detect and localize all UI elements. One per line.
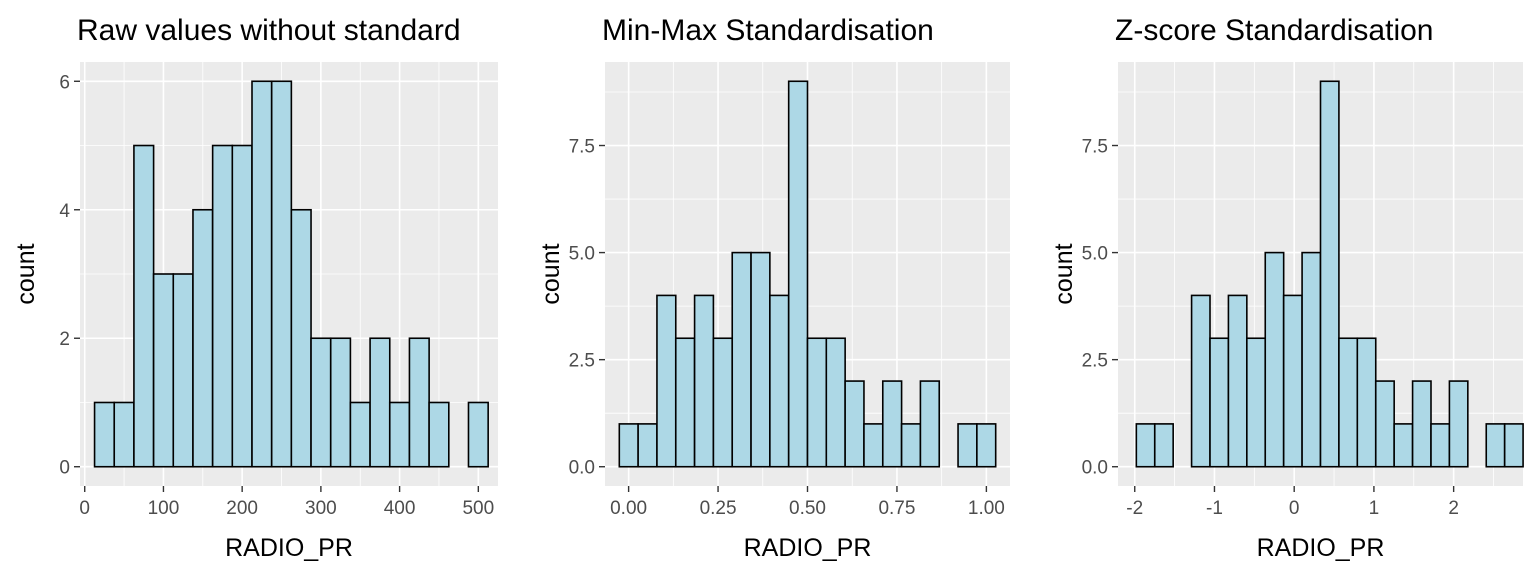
histogram-bar [1393,423,1414,468]
x-tick-label: -2 [1126,498,1143,519]
histogram-bar [1448,380,1469,468]
chart-title: Raw values without standard [77,14,461,47]
histogram-bar [192,208,214,468]
y-tick-label: 4 [59,201,70,222]
histogram-bar [900,423,922,468]
histogram-bar [1301,251,1322,468]
histogram-bar [881,380,903,468]
chart-title: Z-score Standardisation [1115,14,1434,47]
histogram-bar [750,251,771,468]
histogram-bar [133,144,155,468]
histogram-bar [172,273,194,468]
x-tick-label: 400 [384,498,416,519]
histogram-bar [113,401,135,468]
histogram-bar [1153,423,1174,468]
histogram-bar [806,337,828,468]
histogram-bar [369,337,391,468]
histogram-bar [388,401,411,468]
x-tick-label: 0.75 [878,498,915,519]
x-tick-label: 100 [148,498,180,519]
histogram-bar [844,380,865,468]
y-axis-title: count [12,243,40,304]
x-axis-title: RADIO_PR [225,534,353,562]
histogram-bar [976,423,997,468]
histogram-bar [863,423,884,468]
histogram-panel-1: 0 100 200 300 400 500 0 2 4 6 Raw values without s… [12,14,498,562]
histogram-bar [310,337,332,468]
histogram-bar [290,208,312,468]
x-tick-label: 2 [1448,498,1459,519]
y-tick-label: 2.5 [569,351,595,372]
histogram-bar [825,337,846,468]
x-tick-label: 1 [1369,498,1380,519]
y-tick-label: 5.0 [569,244,595,265]
histogram-bar [1190,294,1211,468]
histogram-bar [1319,80,1340,468]
y-tick-label: 2.5 [1082,351,1108,372]
y-tick-label: 7.5 [569,137,595,158]
x-tick-label: 0 [79,498,90,519]
histogram-bar [637,423,658,468]
histogram-bar [152,273,175,468]
histogram-bar [93,401,116,468]
histogram-bar [787,80,809,468]
histogram-bar [1503,423,1524,468]
histogram-bar [1135,423,1156,468]
x-tick-label: 200 [226,498,258,519]
x-tick-label: -1 [1206,498,1223,519]
y-axis-title: count [537,243,565,304]
histogram-bar [231,144,253,468]
histogram-bar [1227,294,1248,468]
histogram-bar [408,337,430,468]
histogram-bar [349,401,371,468]
x-tick-label: 0.50 [789,498,826,519]
y-tick-label: 0.0 [569,458,595,479]
histogram-panel-2: 0.00 0.25 0.50 0.75 1.00 0.0 2.5 5.0 7.5 Min-Max … [537,14,1010,562]
x-tick-label: 0.25 [700,498,737,519]
histogram-bar [211,144,234,468]
x-tick-label: 300 [305,498,337,519]
histogram-bar [656,294,677,468]
histogram-bar [1485,423,1506,468]
x-tick-label: 0 [1289,498,1300,519]
histogram-bar [251,80,273,468]
histogram-bar [769,294,790,468]
histogram-panel-3: -2 -1 0 1 2 0.0 2.5 5.0 7.5 Z-score Standardisati… [1050,14,1524,562]
histogram-bar [1209,337,1230,468]
histogram-bar [329,337,352,468]
histogram-bar [1411,380,1432,468]
x-axis-title: RADIO_PR [744,534,872,562]
histogram-bar [618,423,639,468]
y-axis-title: count [1050,243,1078,304]
chart-title: Min-Max Standardisation [602,14,934,47]
histogram-bar [957,423,978,468]
histogram-bar [1338,337,1359,468]
histogram-bar [1374,380,1395,468]
x-tick-label: 1.00 [968,498,1005,519]
histogram-bar [1356,337,1377,468]
y-tick-label: 2 [59,329,70,350]
y-tick-label: 7.5 [1082,137,1108,158]
y-tick-label: 0.0 [1082,458,1108,479]
histogram-bar [1430,423,1451,468]
histogram-bar [270,80,293,468]
x-tick-label: 500 [462,498,494,519]
y-tick-label: 6 [59,72,70,93]
histogram-bar [467,401,489,468]
y-tick-label: 0 [59,458,70,479]
histogram-bar [731,251,752,468]
x-axis-title: RADIO_PR [1257,534,1385,562]
histogram-bar [712,337,734,468]
x-tick-label: 0.00 [610,498,647,519]
histogram-bar [1246,337,1267,468]
histogram-bar [693,294,715,468]
histogram-bar [919,380,941,468]
histogram-bar [428,401,450,468]
histogram-bar [1264,251,1285,468]
histogram-bar [1282,294,1303,468]
histogram-bar [674,337,696,468]
y-tick-label: 5.0 [1082,244,1108,265]
